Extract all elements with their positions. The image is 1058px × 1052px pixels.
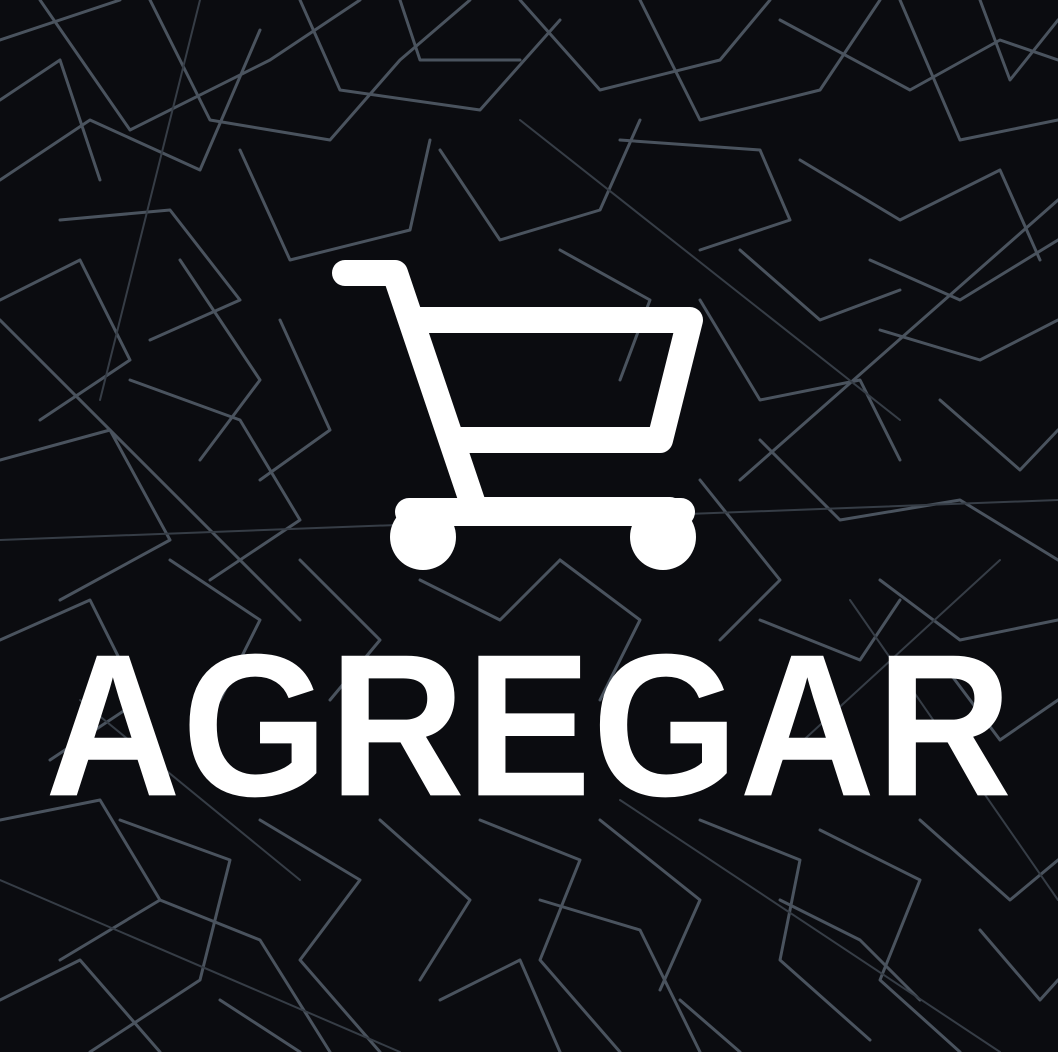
add-button-label: AGREGAR — [45, 611, 1013, 839]
shopping-cart-icon — [332, 260, 703, 570]
